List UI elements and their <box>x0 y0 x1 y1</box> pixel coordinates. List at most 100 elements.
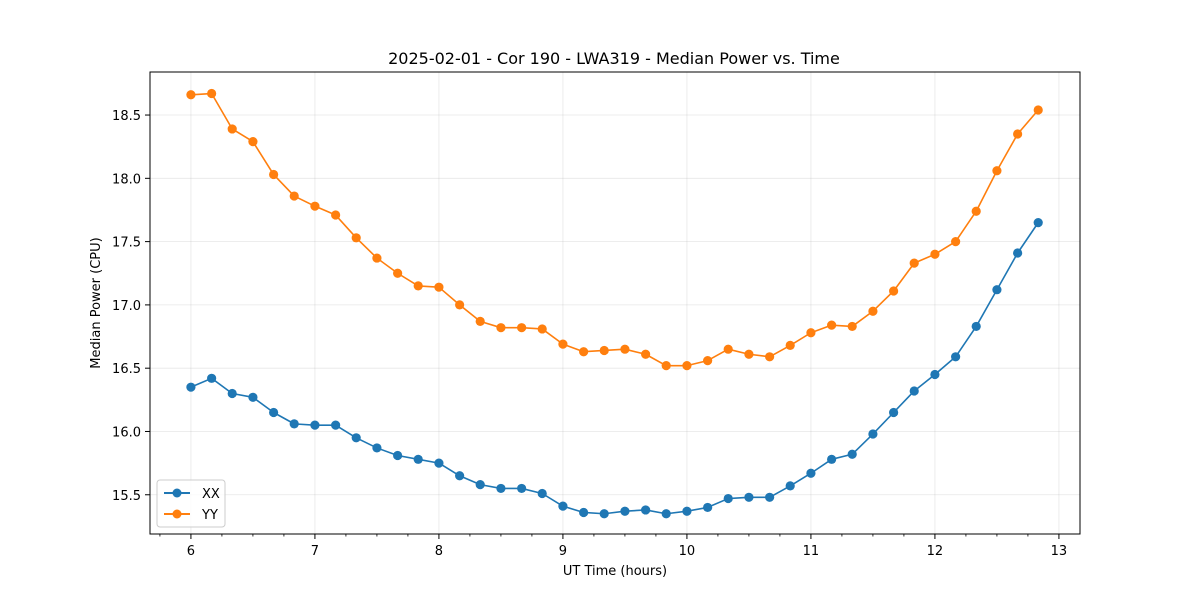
y-tick-label: 15.5 <box>112 489 141 504</box>
series-yy <box>186 88 1043 371</box>
data-point-yy <box>847 321 857 332</box>
data-point-yy <box>909 258 919 268</box>
data-point-xx <box>475 480 485 490</box>
data-point-yy <box>1013 129 1023 139</box>
data-point-yy <box>475 316 485 326</box>
data-point-xx <box>289 419 299 429</box>
legend: XX YY <box>156 479 226 528</box>
data-point-xx <box>413 454 423 464</box>
x-axis: 6 7 8 9 10 11 12 13 <box>159 534 1068 559</box>
data-point-yy <box>248 137 258 147</box>
data-point-yy <box>703 355 713 366</box>
data-point-yy <box>744 349 754 359</box>
legend-label-yy: YY <box>201 508 218 523</box>
data-point-yy <box>951 237 961 247</box>
x-tick-label: 10 <box>679 544 696 559</box>
data-point-yy <box>310 201 320 211</box>
y-axis-label: Median Power (CPU) <box>89 237 104 368</box>
data-point-xx <box>351 433 361 443</box>
data-point-xx <box>227 388 237 399</box>
data-point-xx <box>765 492 775 502</box>
data-point-xx <box>889 407 899 418</box>
data-point-xx <box>951 352 961 362</box>
data-point-xx <box>537 488 547 499</box>
data-point-xx <box>372 443 382 453</box>
data-point-yy <box>1033 105 1043 115</box>
y-tick-label: 18.5 <box>112 109 141 124</box>
data-point-yy <box>455 300 465 310</box>
data-point-xx <box>703 502 713 513</box>
x-axis-label: UT Time (hours) <box>563 564 667 579</box>
data-point-yy <box>971 206 981 216</box>
y-axis: 15.5 16.0 16.5 17.0 17.5 18.0 18.5 <box>112 109 150 504</box>
data-point-yy <box>517 323 527 333</box>
x-tick-label: 12 <box>927 544 944 559</box>
data-point-yy <box>930 249 940 259</box>
data-point-xx <box>909 386 919 396</box>
grid <box>150 72 1080 534</box>
data-point-yy <box>227 124 237 134</box>
data-point-yy <box>269 169 279 180</box>
plot-frame <box>149 71 1081 535</box>
data-point-xx <box>930 369 940 380</box>
x-tick-label: 9 <box>559 544 567 559</box>
data-point-xx <box>971 321 981 332</box>
data-point-yy <box>413 281 423 291</box>
data-point-xx <box>455 471 465 481</box>
data-point-xx <box>992 285 1002 295</box>
data-point-xx <box>248 392 258 402</box>
x-tick-label: 13 <box>1051 544 1068 559</box>
data-point-yy <box>558 339 568 349</box>
data-point-xx <box>723 493 733 504</box>
data-point-xx <box>331 420 341 430</box>
data-point-yy <box>331 210 341 220</box>
data-point-yy <box>599 345 609 356</box>
data-point-yy <box>351 233 361 243</box>
data-point-yy <box>889 286 899 296</box>
chart-title: 2025-02-01 - Cor 190 - LWA319 - Median P… <box>388 49 840 68</box>
data-point-xx <box>186 382 196 392</box>
data-point-yy <box>661 361 671 371</box>
legend-label-xx: XX <box>202 487 220 502</box>
data-point-xx <box>434 458 444 468</box>
data-point-yy <box>723 344 733 354</box>
data-point-yy <box>186 90 196 100</box>
data-point-xx <box>393 450 403 461</box>
y-tick-label: 17.5 <box>112 236 141 251</box>
x-tick-label: 8 <box>435 544 443 559</box>
data-point-xx <box>620 506 630 516</box>
data-point-yy <box>806 328 816 338</box>
data-point-yy <box>393 268 403 278</box>
data-point-xx <box>827 454 837 464</box>
data-point-xx <box>661 509 671 519</box>
data-point-xx <box>599 509 609 519</box>
data-point-xx <box>517 483 527 494</box>
data-point-xx <box>1033 218 1043 228</box>
data-point-yy <box>434 282 444 292</box>
y-tick-label: 16.5 <box>112 362 141 377</box>
data-point-xx <box>558 501 568 511</box>
x-tick-label: 6 <box>187 544 195 559</box>
data-point-xx <box>682 506 692 516</box>
data-point-xx <box>868 429 878 439</box>
data-point-xx <box>207 373 217 383</box>
x-tick-label: 7 <box>311 544 319 559</box>
y-tick-label: 16.0 <box>112 425 141 440</box>
data-point-xx <box>310 420 320 430</box>
data-point-xx <box>1013 248 1023 258</box>
data-point-xx <box>641 505 651 515</box>
data-point-yy <box>620 344 630 354</box>
data-point-yy <box>372 253 382 263</box>
data-point-xx <box>806 468 816 478</box>
series-layer <box>186 88 1043 519</box>
data-point-yy <box>537 324 547 334</box>
legend-marker-xx <box>172 488 182 498</box>
data-point-yy <box>289 191 299 201</box>
data-point-yy <box>827 320 837 330</box>
legend-marker-yy <box>172 509 182 519</box>
data-point-yy <box>992 166 1002 176</box>
y-tick-label: 18.0 <box>112 172 141 187</box>
data-point-xx <box>269 407 279 418</box>
data-point-yy <box>579 347 589 357</box>
